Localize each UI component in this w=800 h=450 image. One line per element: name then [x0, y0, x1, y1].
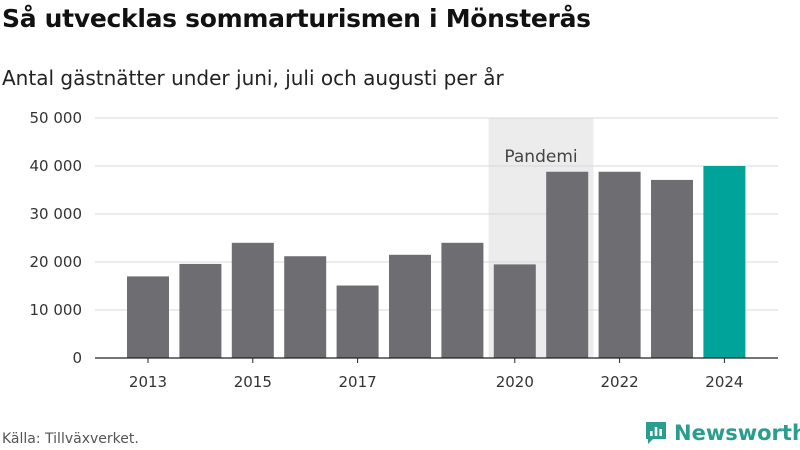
y-tick-label: 30 000: [30, 205, 83, 223]
x-tick-label: 2013: [129, 373, 167, 391]
bar-2018: [389, 254, 431, 358]
pandemic-label: Pandemi: [504, 147, 577, 167]
brand-name: Newsworthy: [674, 421, 800, 445]
bar-2022: [598, 171, 641, 358]
brand-logo: Newsworthy: [644, 420, 800, 446]
chart-title: Så utvecklas sommarturismen i Mönsterås: [2, 4, 591, 33]
x-tick-label: 2022: [601, 373, 639, 391]
chart-subtitle: Antal gästnätter under juni, juli och au…: [2, 66, 504, 90]
bar-2020: [493, 264, 536, 358]
bar-2016: [284, 256, 327, 358]
y-tick-label: 20 000: [30, 253, 83, 271]
y-tick-label: 10 000: [30, 301, 83, 319]
bar-2013: [127, 276, 169, 358]
bar-2023: [651, 179, 693, 358]
bar-2024: [703, 166, 746, 358]
x-tick-label: 2015: [234, 373, 272, 391]
chat-bar-chart-icon: [646, 422, 666, 444]
y-tick-label: 0: [72, 349, 82, 367]
x-tick-label: 2017: [339, 373, 377, 391]
y-tick-label: 50 000: [30, 109, 83, 127]
x-tick-label: 2020: [496, 373, 534, 391]
bar-2014: [179, 263, 222, 358]
bar-2019: [441, 242, 484, 358]
bar-2017: [336, 285, 379, 358]
bar-2015: [231, 242, 274, 358]
x-tick-label: 2024: [705, 373, 743, 391]
bar-2021: [546, 171, 589, 358]
y-tick-label: 40 000: [30, 157, 83, 175]
source-note: Källa: Tillväxverket.: [2, 431, 139, 447]
